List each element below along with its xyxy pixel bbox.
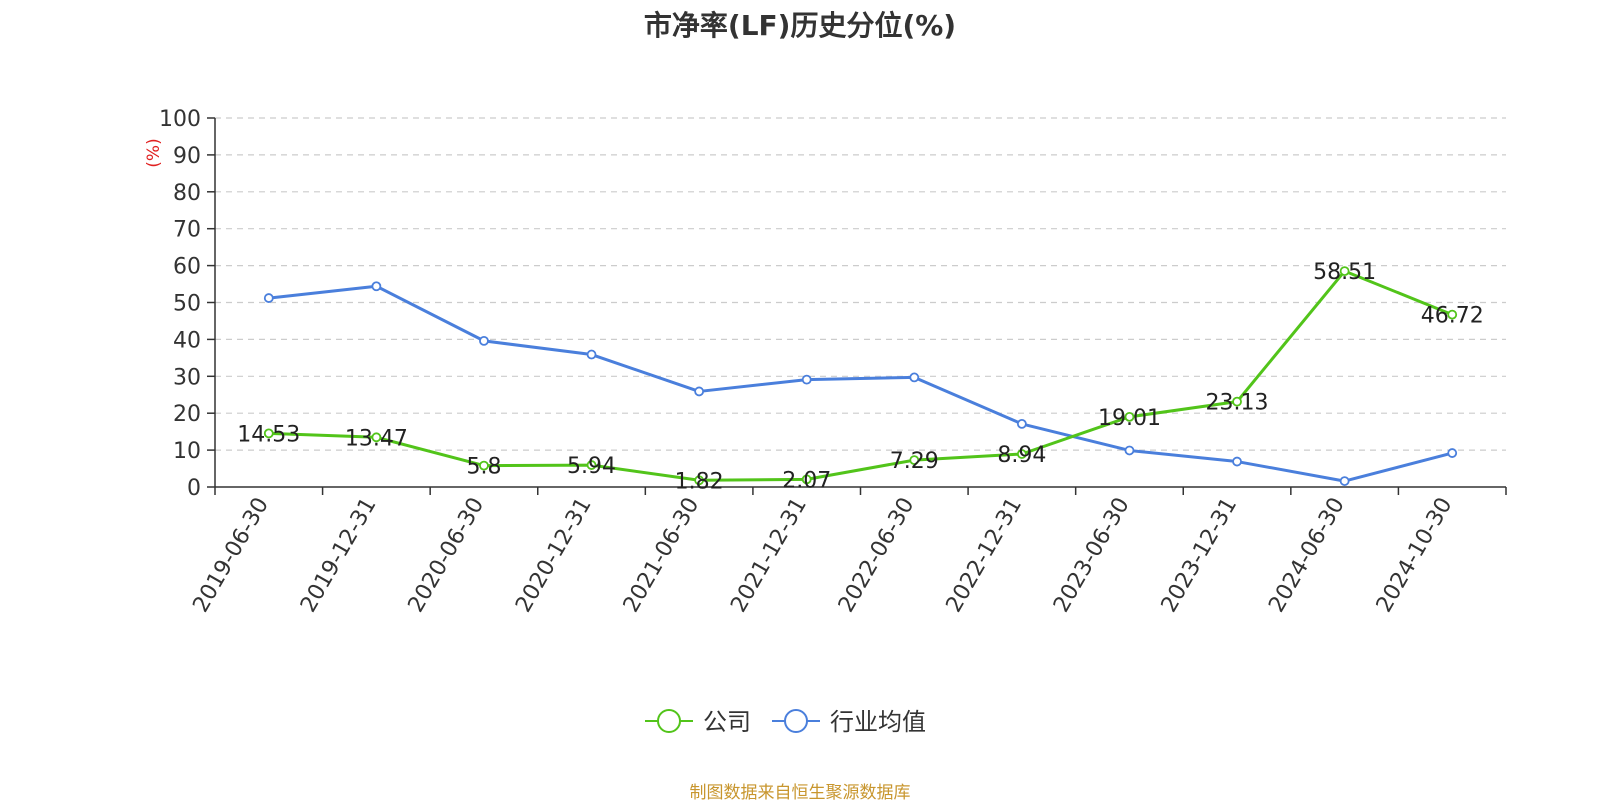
legend[interactable]: 公司 行业均值 [645,708,926,736]
data-label: 7.29 [890,449,939,474]
y-tick-label: 40 [173,328,201,353]
y-tick-label: 0 [187,476,201,501]
x-tick-label: 2019-12-31 [296,494,382,617]
data-labels: 14.53 13.47 5.8 5.94 1.82 2.07 7.29 8.94 19.01 23… [237,260,1483,494]
data-label: 46.72 [1421,304,1484,329]
legend-item[interactable]: 行业均值 [772,708,926,736]
series-point[interactable] [1016,449,1027,459]
series-point[interactable] [1339,476,1350,486]
series-point[interactable] [263,293,274,303]
series-line [268,284,1453,483]
series-point[interactable] [1447,309,1458,320]
x-tick-label: 2021-12-31 [726,494,812,617]
x-tick-label: 2024-10-30 [1372,494,1458,617]
series-point[interactable] [1016,419,1027,429]
chart-title: 市净率(LF)历史分位(%) [643,9,957,42]
source-note: 制图数据来自恒生聚源数据库 [689,783,911,803]
x-tick-label: 2023-12-31 [1157,494,1243,617]
y-tick-label: 60 [173,255,201,280]
data-label: 13.47 [345,426,408,451]
x-tick-label: 2020-12-31 [511,494,597,617]
series-point[interactable] [479,460,489,471]
series-point[interactable] [1124,411,1135,422]
series-point[interactable] [909,455,920,465]
series-point[interactable] [694,475,705,486]
x-tick-label: 2020-06-30 [404,494,490,617]
y-tick-label: 10 [173,439,201,464]
legend-label: 公司 [703,708,751,736]
series-point[interactable] [1232,456,1242,467]
series-layer [263,266,1458,486]
y-tick-label: 30 [173,365,201,390]
y-tick-label: 100 [159,107,201,132]
legend-marker [784,709,808,733]
y-tick-label: 70 [173,218,201,243]
series-point[interactable] [1447,448,1458,458]
x-tick-label: 2022-06-30 [834,494,920,617]
y-tick-label: 50 [173,292,201,317]
data-label: 14.53 [237,422,300,447]
legend-label: 行业均值 [830,708,926,736]
series-point[interactable] [1124,445,1135,456]
series-point[interactable] [909,372,920,383]
data-label: 5.8 [466,455,501,480]
x-tick-label: 2024-06-30 [1264,494,1350,617]
data-label: 23.13 [1206,391,1269,416]
series-line [268,269,1453,482]
data-label: 8.94 [997,443,1046,468]
x-tick-label: 2023-06-30 [1049,494,1135,617]
series-point[interactable] [801,474,812,485]
series-point[interactable] [694,386,705,397]
series-point[interactable] [1339,266,1350,276]
y-axis-label: (%) [144,138,164,167]
y-tick-label: 90 [173,144,201,169]
data-label: 2.07 [782,468,831,493]
data-label: 1.82 [675,469,724,494]
x-tick-label: 2021-06-30 [619,494,705,617]
y-tick-label: 20 [173,402,201,427]
data-label: 19.01 [1098,406,1161,431]
series-point[interactable] [1232,396,1242,407]
legend-item[interactable]: 公司 [645,708,751,736]
series-point[interactable] [586,349,597,360]
axes: 0 10 20 30 40 50 60 70 80 90 100 (%) 2019-06-30 2019-… [144,107,1507,617]
series-point[interactable] [801,374,812,385]
series-point[interactable] [263,428,274,439]
x-tick-label: 2022-12-31 [941,494,1027,617]
series-point[interactable] [479,335,489,346]
series-point[interactable] [586,460,597,470]
series-point[interactable] [371,281,382,292]
series-point[interactable] [371,432,382,443]
x-tick-label: 2019-06-30 [188,494,274,617]
y-tick-label: 80 [173,181,201,206]
data-label: 58.51 [1313,260,1376,285]
legend-marker [657,709,681,733]
data-label: 5.94 [567,454,616,479]
